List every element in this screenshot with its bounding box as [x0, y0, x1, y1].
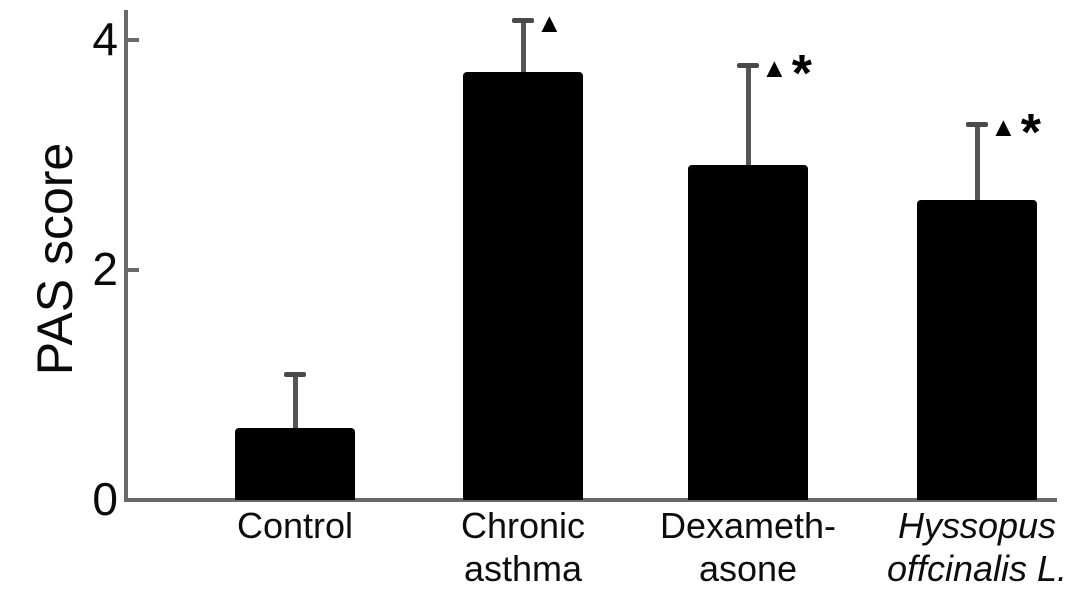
bar-annotation: ▲ — [536, 8, 567, 43]
x-tick-label: Hyssopus offcinalis L. — [817, 504, 1087, 590]
y-tick-label: 0 — [92, 473, 118, 525]
error-bar-cap — [966, 121, 988, 127]
bar — [688, 165, 808, 500]
bar — [235, 427, 355, 500]
bar-annotation: ▲* — [761, 48, 812, 100]
asterisk-mark: * — [1020, 103, 1041, 162]
bar — [463, 72, 583, 500]
x-tick-label: Dexameth-asone — [588, 504, 908, 590]
error-bar-stem — [521, 18, 526, 73]
error-bar-stem — [975, 121, 980, 200]
error-bar-cap — [284, 372, 306, 378]
y-tick-mark — [128, 268, 139, 272]
x-tick-label-line: asone — [698, 548, 798, 589]
x-tick-label-line: offcinalis L. — [886, 548, 1068, 589]
x-tick-label-line: Control — [236, 505, 354, 546]
x-tick-label-line: asthma — [463, 548, 583, 589]
x-tick-label-line: Chronic — [460, 505, 586, 546]
x-axis-line — [124, 498, 1057, 502]
bar-annotation: ▲* — [990, 107, 1041, 159]
error-bar-stem — [293, 372, 298, 428]
error-bar-stem — [746, 63, 751, 166]
x-tick-label-line: Dexameth- — [659, 505, 837, 546]
asterisk-mark: * — [791, 45, 812, 103]
error-bar-cap — [512, 18, 534, 24]
y-axis-line — [124, 10, 128, 502]
y-tick-label: 4 — [92, 13, 118, 65]
triangle-mark: ▲ — [990, 111, 1021, 142]
y-tick-mark — [128, 38, 139, 42]
triangle-mark: ▲ — [536, 8, 567, 39]
error-bar-cap — [737, 63, 759, 68]
x-tick-label: Control — [135, 504, 455, 547]
x-tick-label: Chronic asthma — [363, 504, 683, 590]
y-tick-label: 2 — [92, 243, 118, 295]
triangle-mark: ▲ — [761, 53, 792, 83]
x-tick-label-line: Hyssopus — [897, 505, 1057, 546]
bar — [917, 199, 1037, 500]
